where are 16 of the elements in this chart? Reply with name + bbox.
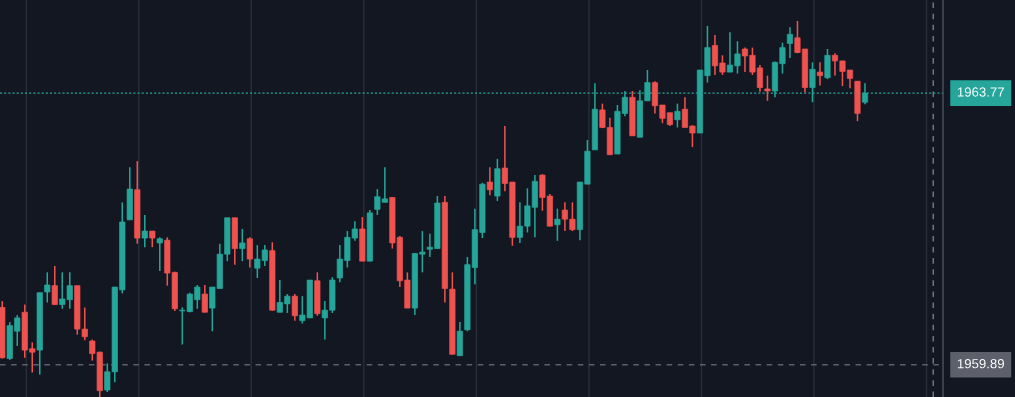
candlestick <box>246 236 253 269</box>
ref-line-label: 1959.89 <box>957 358 1004 369</box>
candlestick <box>786 26 794 59</box>
candlestick <box>239 228 246 262</box>
ref-line-label: 1963.77 <box>957 87 1004 97</box>
candlestick <box>486 166 493 197</box>
candlestick <box>764 74 771 102</box>
candlestick <box>816 61 824 87</box>
candlestick <box>291 293 298 322</box>
candlestick <box>554 207 561 242</box>
candlestick <box>51 265 58 306</box>
candlestick <box>201 284 208 314</box>
candlestick <box>141 214 148 248</box>
candlestick <box>824 48 831 80</box>
candlestick <box>674 102 681 129</box>
candlestick <box>156 236 163 272</box>
